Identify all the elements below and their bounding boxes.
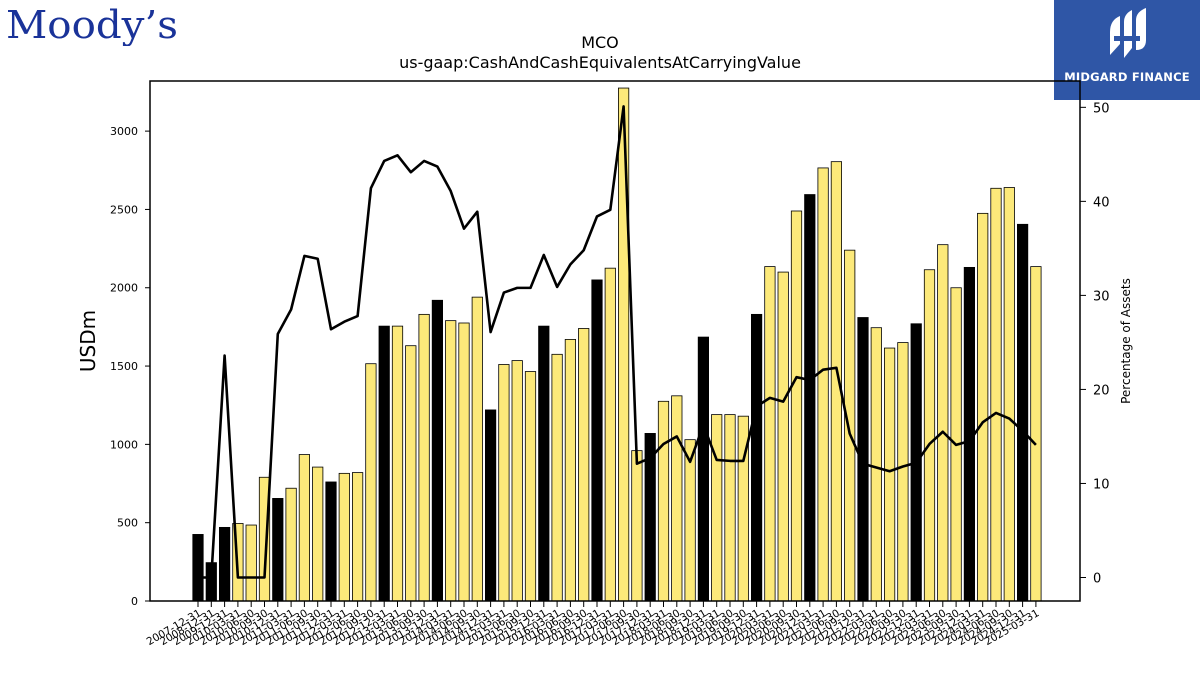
bar xyxy=(631,450,643,602)
bar xyxy=(618,87,630,602)
bar xyxy=(844,249,856,602)
y2-tick-label: 30 xyxy=(1093,289,1110,304)
bar xyxy=(671,395,683,602)
bar xyxy=(804,194,816,602)
moodys-logo: Moody’s xyxy=(6,3,178,46)
bar xyxy=(218,526,231,602)
bar xyxy=(524,371,537,602)
bar xyxy=(378,325,390,602)
bar xyxy=(564,339,577,602)
y2-tick-label: 10 xyxy=(1093,477,1110,492)
y-tick-label: 1000 xyxy=(110,438,138,451)
bar xyxy=(458,322,470,602)
y2-tick-label: 20 xyxy=(1093,383,1110,398)
bar xyxy=(751,313,763,602)
pct-assets-line xyxy=(198,105,1037,579)
moodys-logo-text: Moody’s xyxy=(6,3,178,46)
bar xyxy=(298,454,311,602)
bar xyxy=(285,487,297,602)
bar xyxy=(923,269,936,602)
y-axis-label: USDm xyxy=(76,310,100,372)
bar xyxy=(937,244,949,602)
bar xyxy=(604,267,616,602)
bar xyxy=(870,327,882,602)
bar xyxy=(538,325,550,602)
midgard-logo-text: MIDGARD FINANCE xyxy=(1064,70,1190,84)
bar xyxy=(551,353,563,602)
bar xyxy=(990,187,1002,602)
chart-subtitle: us-gaap:CashAndCashEquivalentsAtCarrying… xyxy=(399,53,801,72)
bar xyxy=(511,360,523,602)
bar xyxy=(764,266,776,602)
bar xyxy=(1030,266,1042,602)
bar xyxy=(884,347,896,602)
bar xyxy=(338,472,350,602)
bar xyxy=(405,345,417,602)
y2-tick-label: 50 xyxy=(1093,101,1110,116)
bar xyxy=(684,439,696,602)
bar xyxy=(312,466,324,602)
y-tick-label: 500 xyxy=(117,517,138,530)
midgard-finance-logo: MIDGARD FINANCE xyxy=(1054,0,1200,100)
bar xyxy=(897,342,909,602)
bar xyxy=(657,400,670,602)
bar xyxy=(578,328,590,602)
y-tick-label: 0 xyxy=(131,595,138,608)
bar xyxy=(711,414,723,602)
bar xyxy=(790,210,803,602)
y2-tick-label: 40 xyxy=(1093,195,1110,210)
bar xyxy=(484,409,497,602)
bar xyxy=(697,336,710,602)
bar xyxy=(977,212,989,602)
y2-tick-label: 0 xyxy=(1093,571,1101,586)
bar xyxy=(724,414,736,602)
y2-axis-label: Percentage of Assets xyxy=(1119,278,1133,404)
bar xyxy=(365,363,377,602)
chart-title: MCO xyxy=(581,33,619,52)
bar xyxy=(272,498,284,602)
midgard-emblem-icon xyxy=(1110,8,1146,58)
y-tick-label: 2500 xyxy=(110,203,138,216)
bar xyxy=(777,271,789,602)
bar xyxy=(192,534,204,602)
bar xyxy=(591,279,603,602)
bar xyxy=(391,325,404,602)
bar xyxy=(245,524,257,602)
bar xyxy=(431,299,444,602)
bar xyxy=(1017,223,1029,602)
plot-frame xyxy=(149,80,1081,602)
bar xyxy=(351,472,364,602)
bar xyxy=(498,364,510,602)
bar xyxy=(325,481,337,602)
y-tick-label: 3000 xyxy=(110,125,138,138)
bar xyxy=(817,167,829,602)
bar xyxy=(418,313,430,602)
bar xyxy=(1003,187,1015,602)
bar xyxy=(857,317,869,602)
bar xyxy=(445,320,457,602)
y-tick-label: 1500 xyxy=(110,360,138,373)
bar xyxy=(471,296,483,602)
y-tick-label: 2000 xyxy=(110,282,138,295)
